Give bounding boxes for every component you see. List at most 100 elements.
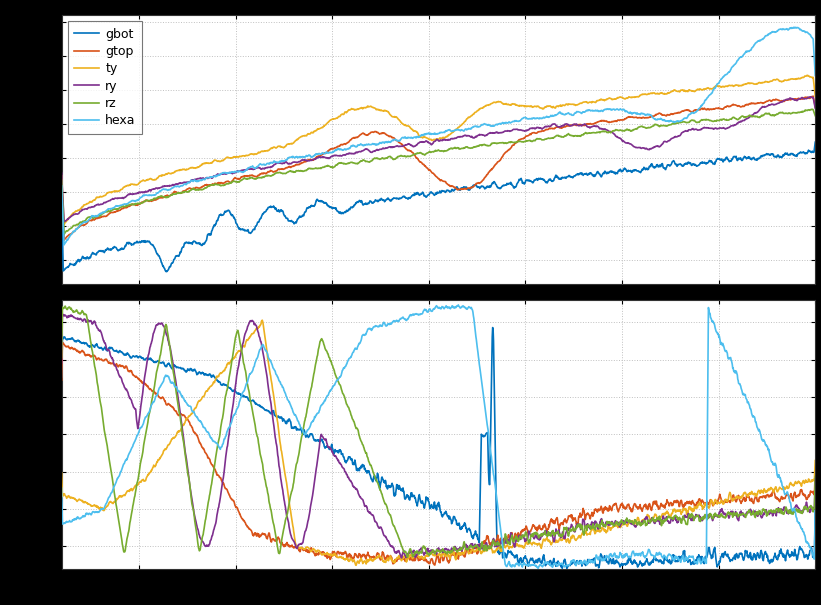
rz <box>369 155 378 163</box>
rz <box>810 473 820 480</box>
rz <box>810 112 820 119</box>
gtop <box>339 550 349 557</box>
ry <box>339 465 349 473</box>
ry <box>810 105 820 112</box>
ty <box>218 368 227 376</box>
rz <box>339 160 349 168</box>
hexa <box>790 24 800 31</box>
rz <box>365 459 374 466</box>
gtop <box>369 554 378 561</box>
rz <box>807 106 817 113</box>
rz <box>402 554 412 561</box>
gtop <box>572 519 582 526</box>
gbot <box>571 171 581 178</box>
gtop <box>808 93 818 100</box>
ty <box>59 221 69 229</box>
hexa <box>533 564 543 572</box>
gtop <box>58 339 68 347</box>
Line: ry: ry <box>62 315 815 558</box>
hexa <box>365 141 374 148</box>
gbot <box>100 248 110 255</box>
gbot <box>100 344 110 351</box>
ty <box>369 104 378 111</box>
Line: ry: ry <box>62 97 815 222</box>
ty <box>369 557 378 564</box>
ry <box>100 339 110 347</box>
rz <box>572 522 582 529</box>
gtop <box>430 561 440 569</box>
hexa <box>338 364 348 371</box>
rz <box>100 208 110 215</box>
ry <box>57 169 67 177</box>
hexa <box>365 325 374 332</box>
Line: rz: rz <box>62 110 815 234</box>
ty <box>100 192 110 199</box>
ry <box>339 151 349 159</box>
gbot <box>365 467 374 474</box>
hexa <box>339 146 349 153</box>
gbot <box>218 211 227 218</box>
ty <box>810 93 820 100</box>
rz <box>61 302 71 310</box>
gtop <box>369 129 378 136</box>
Line: gtop: gtop <box>62 343 815 565</box>
rz <box>218 182 227 189</box>
ry <box>100 199 110 206</box>
ty <box>257 316 267 324</box>
Line: rz: rz <box>62 306 815 557</box>
rz <box>57 354 67 361</box>
ry <box>365 148 374 155</box>
hexa <box>453 301 463 309</box>
hexa <box>810 72 820 79</box>
Line: ty: ty <box>62 320 815 565</box>
ty <box>351 561 361 569</box>
Line: hexa: hexa <box>62 27 815 245</box>
ty <box>365 555 375 562</box>
ry <box>218 171 227 178</box>
rz <box>571 132 581 140</box>
gbot <box>810 503 820 511</box>
rz <box>59 231 69 238</box>
rz <box>369 469 378 476</box>
ty <box>365 103 374 110</box>
gbot <box>338 453 348 460</box>
Line: gtop: gtop <box>62 96 815 240</box>
gbot <box>57 193 67 200</box>
rz <box>57 177 67 184</box>
ry <box>369 148 378 155</box>
hexa <box>368 324 378 332</box>
ty <box>339 111 349 118</box>
hexa <box>572 560 582 567</box>
gbot <box>572 558 582 565</box>
gtop <box>810 468 820 475</box>
ty <box>218 157 227 165</box>
Line: gbot: gbot <box>62 327 815 569</box>
gtop <box>100 213 110 220</box>
ty <box>339 555 349 563</box>
hexa <box>218 169 227 177</box>
gbot <box>368 478 378 485</box>
Line: gbot: gbot <box>62 142 815 272</box>
ry <box>805 93 815 100</box>
Line: hexa: hexa <box>62 305 815 568</box>
ty <box>803 72 813 79</box>
gtop <box>365 552 374 560</box>
gtop <box>218 480 227 487</box>
ry <box>571 120 581 128</box>
ry <box>218 476 227 483</box>
ry <box>58 311 68 318</box>
ty <box>57 172 67 179</box>
gbot <box>810 139 820 146</box>
gbot <box>369 198 378 206</box>
hexa <box>100 503 110 511</box>
ty <box>810 457 820 464</box>
gtop <box>810 103 820 111</box>
hexa <box>57 485 67 492</box>
ry <box>572 522 582 529</box>
gbot <box>562 565 571 572</box>
gtop <box>218 180 227 187</box>
gtop <box>100 356 110 363</box>
Line: ty: ty <box>62 76 815 225</box>
hexa <box>57 182 67 189</box>
gtop <box>57 376 67 384</box>
